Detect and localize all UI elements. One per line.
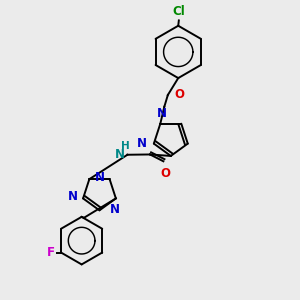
Text: N: N <box>95 171 105 184</box>
Text: N: N <box>68 190 78 203</box>
Text: N: N <box>157 107 167 120</box>
Text: Cl: Cl <box>172 5 185 18</box>
Text: O: O <box>174 88 184 100</box>
Text: O: O <box>161 167 171 180</box>
Text: N: N <box>110 203 119 216</box>
Text: F: F <box>46 246 55 259</box>
Text: H: H <box>121 141 129 151</box>
Text: N: N <box>137 137 147 150</box>
Text: N: N <box>115 148 125 161</box>
